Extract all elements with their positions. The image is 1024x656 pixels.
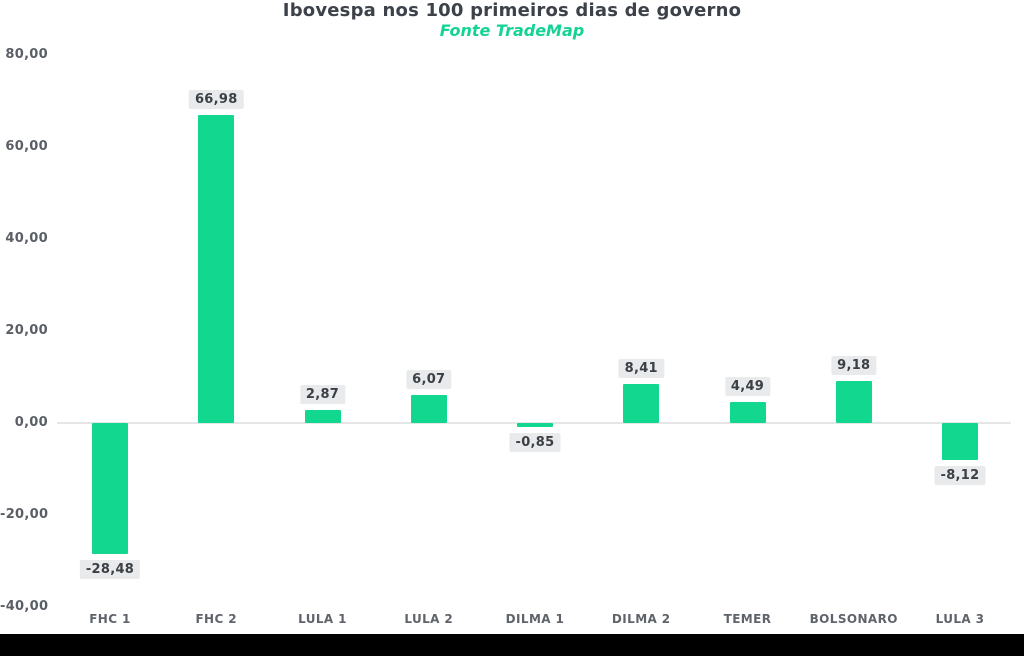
y-axis-tick-label: 80,00 bbox=[5, 47, 48, 62]
bar bbox=[410, 395, 447, 423]
bar-value-label: 4,49 bbox=[724, 377, 771, 397]
bar-value-label: 9,18 bbox=[831, 355, 877, 375]
bar-value-label: 6,07 bbox=[406, 370, 452, 390]
bar-value-label: -8,12 bbox=[934, 466, 986, 486]
bar bbox=[729, 402, 766, 423]
chart-subtitle: Fonte TradeMap bbox=[439, 21, 585, 40]
x-axis-category-label: DILMA 1 bbox=[505, 612, 565, 626]
bar bbox=[304, 409, 341, 423]
bar bbox=[835, 380, 872, 423]
y-axis-tick-label: -20,00 bbox=[0, 507, 49, 522]
bar-value-label: 66,98 bbox=[188, 89, 244, 109]
y-axis-tick-label: 20,00 bbox=[5, 323, 48, 338]
x-axis-category-label: LULA 2 bbox=[404, 612, 454, 626]
bar bbox=[942, 423, 978, 461]
y-axis-tick-label: 60,00 bbox=[5, 139, 48, 154]
bar bbox=[517, 423, 553, 427]
bottom-bar bbox=[0, 634, 1024, 656]
y-axis-tick-label: 40,00 bbox=[5, 231, 48, 246]
bar bbox=[623, 384, 660, 423]
bar-value-label: 2,87 bbox=[299, 384, 346, 404]
bar-value-label: -28,48 bbox=[79, 560, 141, 579]
bar-value-label: 8,41 bbox=[618, 359, 664, 379]
x-axis-category-label: DILMA 2 bbox=[611, 612, 671, 626]
x-axis-category-label: LULA 1 bbox=[298, 612, 347, 626]
y-axis-tick-label: 0,00 bbox=[14, 415, 48, 430]
x-axis-category-label: TEMER bbox=[723, 612, 772, 626]
x-axis-category-label: FHC 1 bbox=[89, 612, 131, 626]
x-axis-category-label: LULA 3 bbox=[935, 612, 985, 626]
bar-value-label: -0,85 bbox=[509, 432, 561, 452]
bar bbox=[92, 423, 128, 554]
bar bbox=[198, 114, 235, 423]
y-axis-tick-label: -40,00 bbox=[0, 599, 49, 614]
x-axis-category-label: FHC 2 bbox=[195, 612, 238, 626]
x-axis-category-label: BOLSONARO bbox=[809, 612, 898, 626]
chart-title: Ibovespa nos 100 primeiros dias de gover… bbox=[282, 0, 742, 21]
